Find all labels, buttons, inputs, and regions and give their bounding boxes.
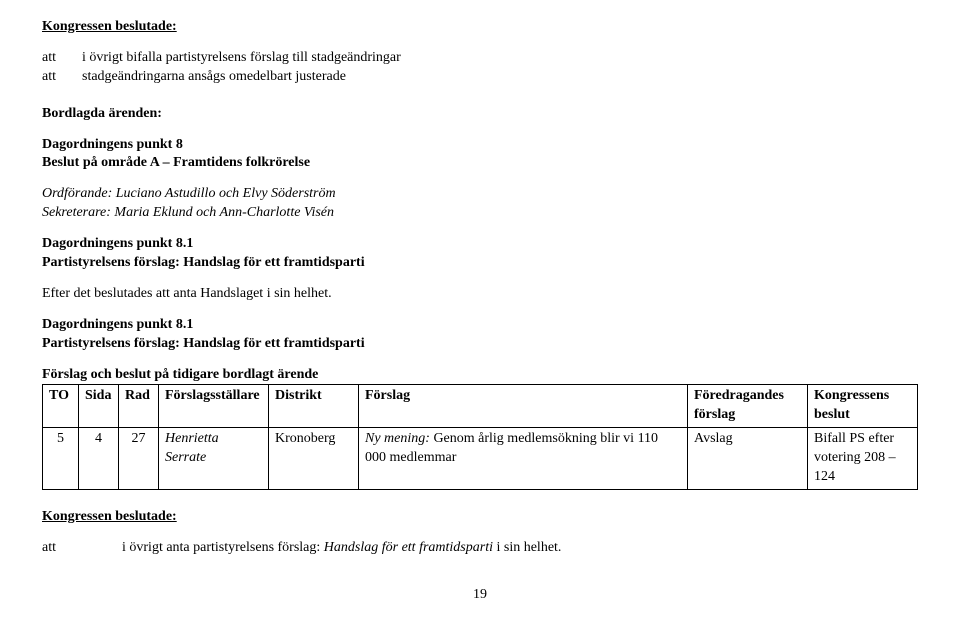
cell-rad: 27: [119, 428, 159, 490]
th-distrikt: Distrikt: [269, 385, 359, 428]
att-text: stadgeändringarna ansågs omedelbart just…: [82, 68, 918, 87]
th-to: TO: [43, 385, 79, 428]
att-label: att: [42, 539, 122, 558]
table-header-row: TO Sida Rad Förslagsställare Distrikt Fö…: [43, 385, 918, 428]
punkt81a-line2: Partistyrelsens förslag: Handslag för et…: [42, 254, 918, 273]
sekreterare-line: Sekreterare: Maria Eklund och Ann-Charlo…: [42, 204, 918, 223]
punkt8-line1: Dagordningens punkt 8: [42, 136, 918, 155]
punkt8-line2: Beslut på område A – Framtidens folkröre…: [42, 154, 918, 173]
th-beslut-line1: Kongressens: [814, 388, 889, 403]
table-row: 5 4 27 Henrietta Serrate Kronoberg Ny me…: [43, 428, 918, 490]
att-text-final: i övrigt anta partistyrelsens förslag: H…: [122, 539, 918, 558]
th-fored-line2: förslag: [694, 407, 735, 422]
punkt81b-line2: Partistyrelsens förslag: Handslag för et…: [42, 335, 918, 354]
kongressen-heading-2: Kongressen beslutade:: [42, 508, 918, 527]
cell-to: 5: [43, 428, 79, 490]
ordforande-line: Ordförande: Luciano Astudillo och Elvy S…: [42, 185, 918, 204]
punkt81a-line1: Dagordningens punkt 8.1: [42, 235, 918, 254]
proposal-table: TO Sida Rad Förslagsställare Distrikt Fö…: [42, 384, 918, 489]
punkt81b-heading: Dagordningens punkt 8.1 Partistyrelsens …: [42, 316, 918, 354]
att-row-2: att stadgeändringarna ansågs omedelbart …: [42, 68, 918, 87]
punkt8-heading: Dagordningens punkt 8 Beslut på område A…: [42, 136, 918, 174]
punkt81b-line1: Dagordningens punkt 8.1: [42, 316, 918, 335]
th-beslut-line2: beslut: [814, 407, 850, 422]
bordlagda-heading: Bordlagda ärenden:: [42, 105, 918, 124]
th-kongressens-beslut: Kongressens beslut: [808, 385, 918, 428]
cell-beslut: Bifall PS efter votering 208 – 124: [808, 428, 918, 490]
att-post: i sin helhet.: [493, 540, 561, 555]
att-row-final: att i övrigt anta partistyrelsens försla…: [42, 539, 918, 558]
cell-forslag: Ny mening: Genom årlig medlemsökning bli…: [359, 428, 688, 490]
att-pre: i övrigt anta partistyrelsens förslag:: [122, 540, 324, 555]
att-row-1: att i övrigt bifalla partistyrelsens för…: [42, 49, 918, 68]
th-sida: Sida: [79, 385, 119, 428]
cell-forslagsstallare: Henrietta Serrate: [159, 428, 269, 490]
att-label: att: [42, 68, 82, 87]
th-rad: Rad: [119, 385, 159, 428]
att-italic: Handslag för ett framtidsparti: [324, 540, 493, 555]
cell-sida: 4: [79, 428, 119, 490]
th-forslagsstallare: Förslagsställare: [159, 385, 269, 428]
th-foredragandes: Föredragandes förslag: [688, 385, 808, 428]
att-label: att: [42, 49, 82, 68]
cell-foredragandes: Avslag: [688, 428, 808, 490]
kongressen-heading-1: Kongressen beslutade:: [42, 18, 918, 37]
punkt81a-heading: Dagordningens punkt 8.1 Partistyrelsens …: [42, 235, 918, 273]
cell-forslag-prefix: Ny mening:: [365, 431, 430, 446]
att-text: i övrigt bifalla partistyrelsens förslag…: [82, 49, 918, 68]
page-number: 19: [42, 586, 918, 605]
th-forslag: Förslag: [359, 385, 688, 428]
efter-line: Efter det beslutades att anta Handslaget…: [42, 285, 918, 304]
table-caption: Förslag och beslut på tidigare bordlagt …: [42, 366, 918, 385]
cell-distrikt: Kronoberg: [269, 428, 359, 490]
th-fored-line1: Föredragandes: [694, 388, 784, 403]
